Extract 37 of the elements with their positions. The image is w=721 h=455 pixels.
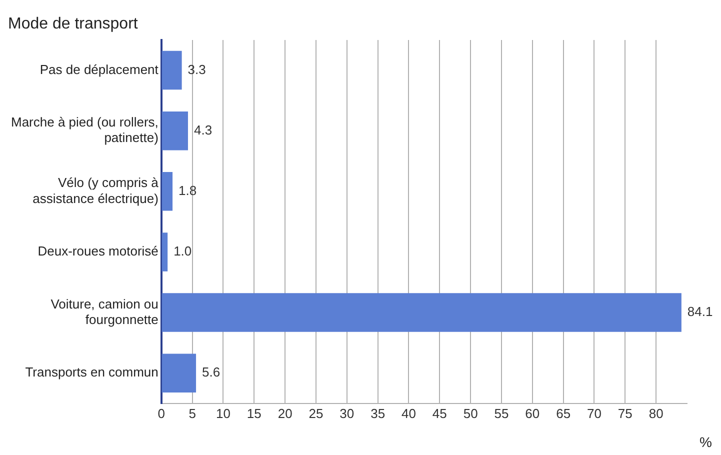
x-tick-label: 45 xyxy=(432,406,447,421)
x-tick-label: 60 xyxy=(525,406,540,421)
y-tick-label: Marche à pied (ou rollers, patinette) xyxy=(10,114,158,146)
x-tick-label: 65 xyxy=(556,406,571,421)
data-label: 3.3 xyxy=(188,62,206,77)
x-tick-label: 50 xyxy=(463,406,478,421)
x-tick-label: 80 xyxy=(648,406,664,421)
bar xyxy=(162,50,182,90)
x-tick-label: 75 xyxy=(618,406,632,421)
bar xyxy=(162,111,188,150)
x-tick-label: 0 xyxy=(158,406,166,421)
x-tick-label: 20 xyxy=(278,406,292,421)
data-label: 84.1 xyxy=(687,304,713,320)
x-tick-label: 5 xyxy=(188,406,196,421)
bar xyxy=(162,354,196,392)
y-axis-title: Mode de transport xyxy=(8,15,138,32)
x-tick-label: 10 xyxy=(216,406,230,421)
bar xyxy=(162,232,168,272)
bar xyxy=(162,172,173,211)
data-label: 4.3 xyxy=(194,122,212,138)
x-tick-label: 70 xyxy=(587,406,602,421)
x-tick-label: 40 xyxy=(402,406,416,421)
y-tick-label: Pas de déplacement xyxy=(40,62,159,77)
x-tick-label: 55 xyxy=(494,406,509,421)
x-tick-label: 15 xyxy=(246,406,262,421)
bar xyxy=(162,293,682,332)
y-tick-label: Deux-roues motorisé xyxy=(38,244,158,259)
x-tick-label: 35 xyxy=(370,406,386,421)
y-tick-label: Vélo (y compris à assistance électrique) xyxy=(32,175,160,206)
data-label: 1.0 xyxy=(174,244,192,259)
y-tick-label: Transports en commun xyxy=(25,364,158,380)
x-tick-label: 30 xyxy=(340,406,354,421)
x-axis-title: % xyxy=(700,434,712,450)
y-tick-label: Voiture, camion ou fourgonnette xyxy=(50,296,158,327)
x-tick-label: 25 xyxy=(308,406,324,421)
data-label: 1.8 xyxy=(178,182,197,198)
data-label: 5.6 xyxy=(202,364,220,380)
